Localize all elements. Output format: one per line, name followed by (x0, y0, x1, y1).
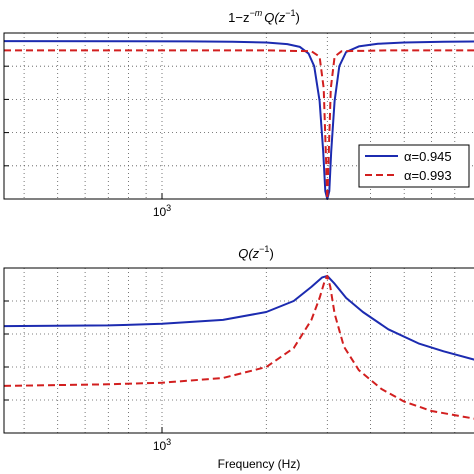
title-part: ) (269, 246, 273, 261)
bottom-panel: Q(z−1) 103 (3, 244, 474, 453)
top-panel-grid (4, 33, 474, 199)
legend-box (358, 144, 470, 188)
series-line-1 (3, 274, 474, 361)
title-part-superscript: −1 (285, 8, 295, 18)
legend-label-series-1: α=0.945 (404, 149, 452, 164)
title-part: Q(z (264, 10, 285, 25)
x-tick-label: 103 (153, 437, 171, 453)
series-line-2 (4, 49, 474, 200)
x-axis-label: Frequency (Hz) (218, 457, 301, 471)
bottom-panel-grid (4, 268, 474, 433)
title-part: 1−z (228, 10, 249, 25)
top-panel-frame (3, 32, 474, 200)
series-line-2 (3, 274, 474, 420)
top-panel-title: 1−z−m Q(z−1) (228, 8, 300, 25)
title-part-superscript: −m (250, 8, 263, 18)
top-panel-series (3, 40, 474, 200)
top-panel-x-ticks: 103 (153, 193, 171, 219)
bottom-panel-title: Q(z−1) (238, 244, 274, 261)
legend-label-series-2: α=0.993 (404, 168, 452, 183)
top-panel-legend: α=0.945 α=0.993 (358, 144, 470, 188)
bottom-panel-frame (3, 267, 474, 434)
title-part: ) (295, 10, 299, 25)
title-part: Q(z (238, 246, 259, 261)
top-panel: 1−z−m Q(z−1) 103 α=0.945 α=0.993 (3, 8, 474, 219)
bottom-panel-series (3, 274, 474, 420)
title-part-superscript: −1 (259, 244, 269, 254)
series-line-1 (3, 40, 474, 200)
bottom-panel-x-ticks: 103 (153, 427, 171, 453)
x-tick-label: 103 (153, 203, 171, 219)
